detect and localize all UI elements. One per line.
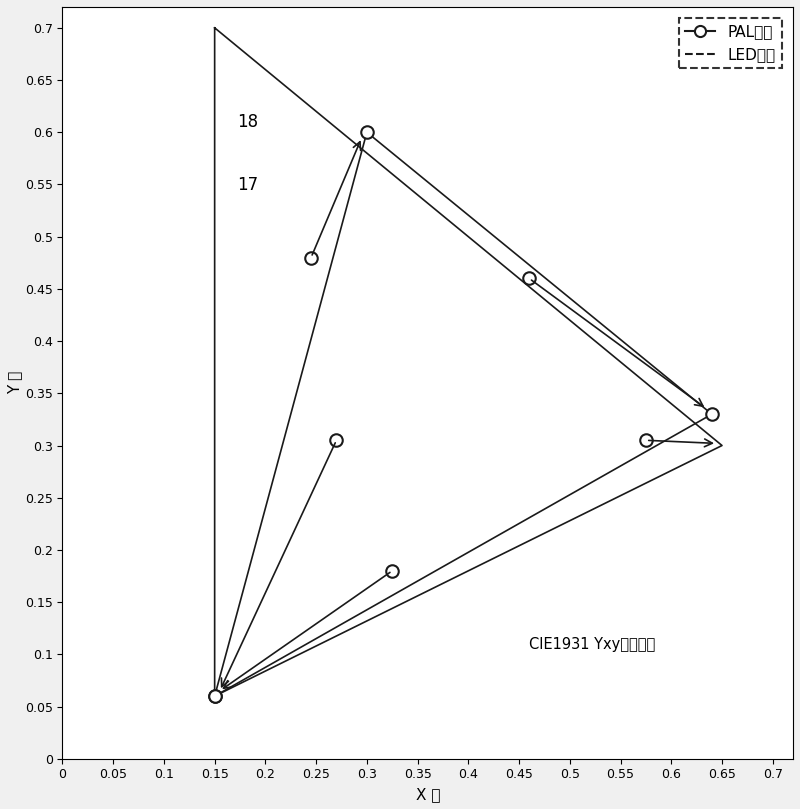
Text: CIE1931 Yxy色度系统: CIE1931 Yxy色度系统 (530, 637, 655, 652)
Text: 18: 18 (237, 113, 258, 131)
X-axis label: X 轴: X 轴 (415, 787, 440, 802)
Y-axis label: Y 轴: Y 轴 (7, 371, 22, 395)
Legend: PAL色域, LED色域: PAL色域, LED色域 (678, 19, 782, 68)
Text: 17: 17 (237, 176, 258, 193)
